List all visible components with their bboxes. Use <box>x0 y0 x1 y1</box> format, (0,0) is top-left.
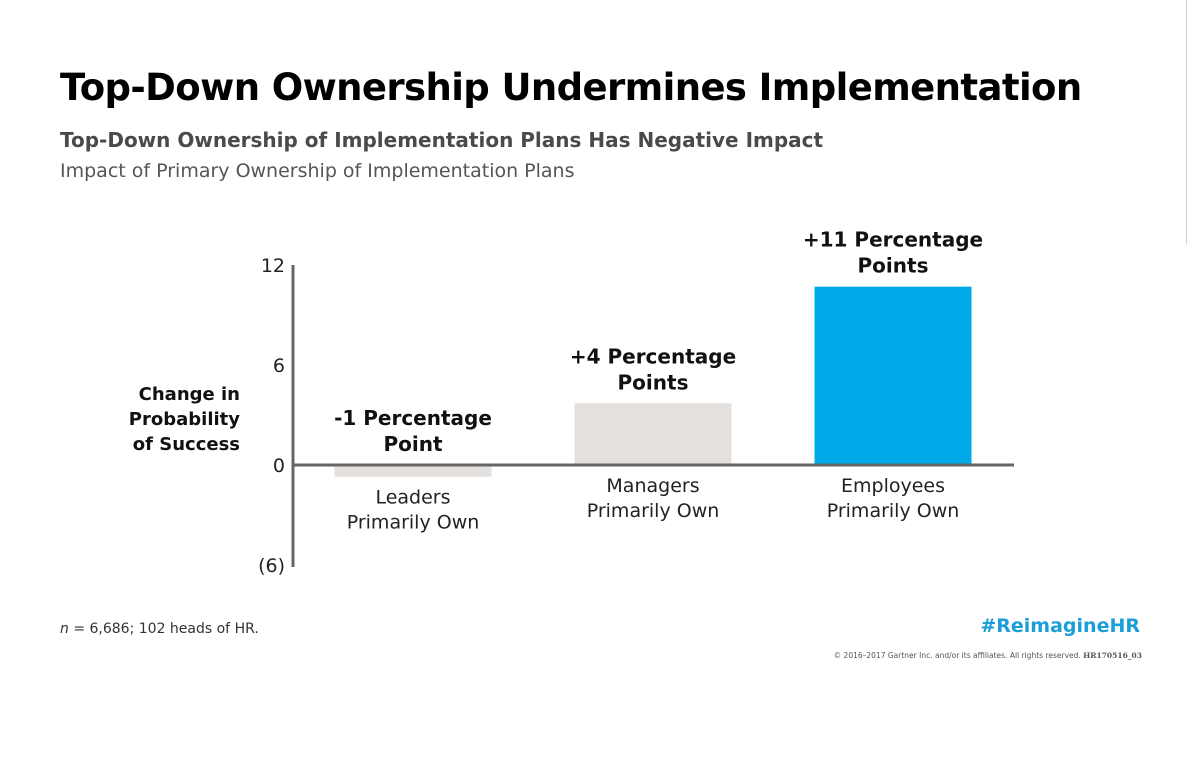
y-tick-label: 12 <box>261 255 285 277</box>
note-text: = 6,686; 102 heads of HR. <box>68 621 259 637</box>
category-label: Leaders <box>375 487 450 509</box>
data-label: Points <box>618 370 689 394</box>
chart-description: Impact of Primary Ownership of Implement… <box>60 160 575 182</box>
y-axis-label: Change in Probability of Success <box>100 382 240 457</box>
bar-1 <box>574 403 732 465</box>
bar-2 <box>814 286 972 465</box>
y-axis-label-line: Probability <box>128 409 240 430</box>
bar-0 <box>334 465 492 477</box>
hashtag-link[interactable]: #ReimagineHR <box>980 615 1140 637</box>
y-tick-label: 0 <box>273 455 285 477</box>
page-edge-divider <box>1186 0 1187 244</box>
chart-subtitle: Top-Down Ownership of Implementation Pla… <box>60 128 824 152</box>
category-label: Managers <box>606 475 699 497</box>
category-label: Primarily Own <box>827 500 960 522</box>
copyright-notice: © 2016–2017 Gartner Inc. and/or its affi… <box>834 651 1142 660</box>
data-label: Point <box>383 432 442 456</box>
y-axis-label-line: Change in <box>138 384 240 405</box>
category-label: Employees <box>841 475 945 497</box>
document-code: HR170516_03 <box>1083 651 1142 660</box>
data-label: +4 Percentage <box>570 344 736 368</box>
chart-title: Top-Down Ownership Undermines Implementa… <box>60 66 1082 109</box>
sample-size-note: n = 6,686; 102 heads of HR. <box>60 621 259 637</box>
y-tick-label: 6 <box>273 355 285 377</box>
note-n: n <box>60 621 69 637</box>
copyright-text: © 2016–2017 Gartner Inc. and/or its affi… <box>833 651 1081 660</box>
data-label: +11 Percentage <box>803 228 983 252</box>
category-label: Primarily Own <box>587 500 720 522</box>
data-label: Points <box>858 254 929 278</box>
category-label: Primarily Own <box>347 512 480 534</box>
y-tick-label: (6) <box>258 555 285 577</box>
data-label: -1 Percentage <box>334 406 492 430</box>
y-axis-label-line: of Success <box>132 434 240 455</box>
